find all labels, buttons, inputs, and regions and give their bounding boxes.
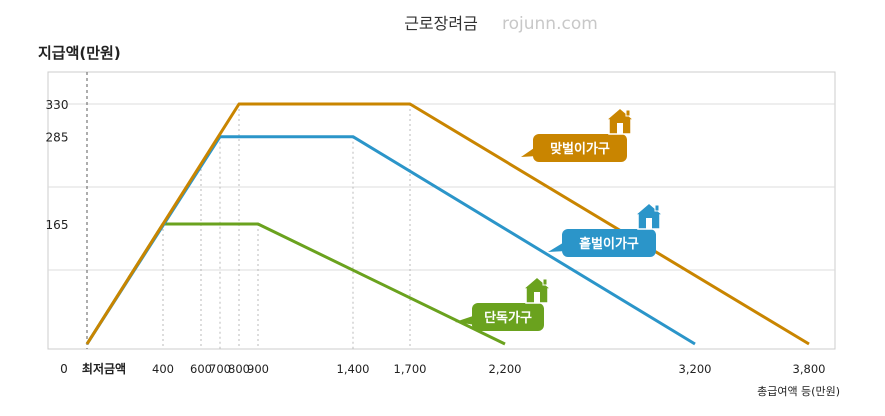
house-icon xyxy=(603,107,637,135)
series-label-box xyxy=(533,134,627,162)
house-icon xyxy=(632,202,666,230)
x-tick-label-600: 600 xyxy=(190,362,212,376)
house-icon-door xyxy=(646,218,652,229)
chart-title: 근로장려금 xyxy=(404,14,478,33)
x-tick-label-700: 700 xyxy=(209,362,231,376)
x-tick-label-3800: 3,800 xyxy=(793,362,826,376)
watermark: rojunn.com xyxy=(502,14,598,34)
x-origin-zero: 0 xyxy=(60,362,68,376)
x-tick-label-1700: 1,700 xyxy=(394,362,427,376)
y-tick-label-165: 165 xyxy=(46,218,69,232)
house-icon-door xyxy=(617,123,623,134)
x-tick-label-800: 800 xyxy=(228,362,250,376)
series-line-0 xyxy=(85,222,506,346)
y-tick-label-330: 330 xyxy=(46,98,69,112)
series-label-pointer xyxy=(548,241,566,252)
y-axis-label: 지급액(만원) xyxy=(38,44,121,62)
x-axis-label: 총급여액 등(만원) xyxy=(757,385,840,398)
plot-area-frame xyxy=(47,71,836,350)
series-label-box xyxy=(562,229,656,257)
series-label-text: 홑벌이가구 xyxy=(579,236,639,252)
house-icon-chimney xyxy=(542,278,548,286)
y-tick-label-285: 285 xyxy=(46,131,69,145)
house-icon-chimney xyxy=(654,204,660,212)
x-tick-label-1400: 1,400 xyxy=(337,362,370,376)
series-line-2 xyxy=(85,102,810,346)
house-icon-door xyxy=(534,292,540,303)
x-tick-label-900: 900 xyxy=(247,362,269,376)
series-label-text: 맞벌이가구 xyxy=(550,141,610,157)
series-label-text: 단독가구 xyxy=(484,310,532,326)
series-label-box xyxy=(472,303,544,331)
house-icon xyxy=(520,276,554,304)
house-icon-chimney xyxy=(625,109,631,117)
x-origin-label: 최저금액 xyxy=(82,361,126,376)
x-tick-label-2200: 2,200 xyxy=(489,362,522,376)
series-label-0: 단독가구 xyxy=(455,276,554,331)
x-tick-label-400: 400 xyxy=(152,362,174,376)
x-tick-label-3200: 3,200 xyxy=(679,362,712,376)
series-label-pointer xyxy=(455,315,476,325)
series-label-1: 홑벌이가구 xyxy=(548,202,666,257)
series-label-2: 맞벌이가구 xyxy=(521,107,637,162)
